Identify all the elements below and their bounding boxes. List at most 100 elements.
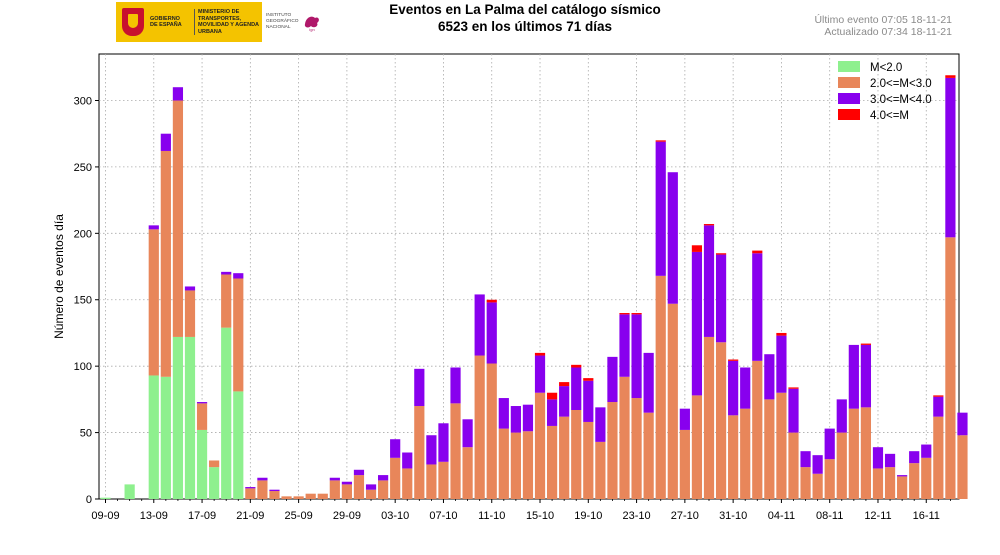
x-tick-label: 07-10 [429,510,457,522]
legend-label: M<2.0 [870,62,902,74]
bar-02-11-2.0<=M<3.0 [752,360,763,499]
bar-17-11-2.0<=M<3.0 [933,416,944,499]
bar-12-11-2.0<=M<3.0 [872,468,884,499]
bar-14-11-3.0<=M<4.0 [897,475,908,477]
bar-15-09-M<2.0 [172,336,184,499]
bar-21-10-3.0<=M<4.0 [607,356,618,403]
bar-20-09-M<2.0 [233,391,244,499]
bar-07-10-3.0<=M<4.0 [438,423,449,462]
x-tick-label: 13-09 [140,510,168,522]
bar-22-10-2.0<=M<3.0 [619,376,630,499]
bar-07-11-2.0<=M<3.0 [812,473,823,499]
bar-13-09-3.0<=M<4.0 [148,225,159,230]
bar-02-11-3.0<=M<4.0 [752,253,763,361]
bar-17-11-4.0<=M [933,395,944,397]
title-line-2: 6523 en los últimos 71 días [437,19,613,34]
bar-03-10-2.0<=M<3.0 [390,457,401,499]
legend-swatch [838,61,860,72]
bar-30-09-3.0<=M<4.0 [353,469,365,476]
bar-06-11-3.0<=M<4.0 [800,451,811,468]
y-tick-label: 150 [74,295,92,307]
legend-label: 4.0<=M [870,110,909,122]
bar-18-11-3.0<=M<4.0 [945,77,956,238]
bar-08-10-2.0<=M<3.0 [450,403,461,499]
bar-19-10-3.0<=M<4.0 [583,380,594,422]
bar-14-09-3.0<=M<4.0 [160,133,171,151]
bar-31-10-3.0<=M<4.0 [728,360,739,416]
x-tick-label: 11-10 [478,510,505,522]
x-tick-label: 27-10 [671,510,699,522]
bar-29-09-3.0<=M<4.0 [341,481,352,485]
bar-16-10-3.0<=M<4.0 [546,399,558,426]
x-tick-label: 31-10 [719,510,747,522]
bar-09-11-2.0<=M<3.0 [836,432,847,499]
bar-22-09-3.0<=M<4.0 [257,477,268,481]
bar-15-11-2.0<=M<3.0 [909,463,920,499]
bar-04-10-2.0<=M<3.0 [402,468,413,499]
bar-15-09-2.0<=M<3.0 [172,100,184,337]
bar-23-09-2.0<=M<3.0 [269,491,280,499]
bar-25-10-4.0<=M [655,140,666,142]
gobierno-label: GOBIERNO DE ESPAÑA [150,15,182,29]
bar-17-11-3.0<=M<4.0 [933,396,944,417]
bar-30-10-4.0<=M [715,253,727,255]
bar-23-10-3.0<=M<4.0 [631,314,642,399]
ign-mark-icon: ign [304,16,319,32]
bar-11-10-2.0<=M<3.0 [486,363,497,499]
legend-swatch [838,77,860,88]
logo-strip: GOBIERNO DE ESPAÑA MINISTERIO DE TRANSPO… [116,2,328,42]
bar-14-09-M<2.0 [160,376,171,499]
bar-19-09-3.0<=M<4.0 [221,271,232,275]
update-info: Último evento 07:05 18-11-21 Actualizado… [814,14,952,38]
bar-10-11-2.0<=M<3.0 [848,408,859,499]
bar-11-10-3.0<=M<4.0 [486,302,497,364]
bar-17-09-2.0<=M<3.0 [196,403,208,430]
bar-15-11-3.0<=M<4.0 [909,451,920,464]
bar-31-10-2.0<=M<3.0 [728,415,739,499]
bar-26-10-3.0<=M<4.0 [667,172,678,304]
bar-23-10-2.0<=M<3.0 [631,398,642,499]
bar-15-09-3.0<=M<4.0 [172,87,184,101]
bar-10-11-3.0<=M<4.0 [848,344,859,409]
bar-17-09-M<2.0 [196,429,208,499]
bar-10-10-2.0<=M<3.0 [474,355,485,499]
bar-30-10-3.0<=M<4.0 [715,254,727,343]
bar-15-10-4.0<=M [534,352,546,356]
bar-19-09-2.0<=M<3.0 [221,274,232,328]
bar-16-10-4.0<=M [546,392,558,400]
bar-20-09-3.0<=M<4.0 [233,273,244,279]
bar-18-10-2.0<=M<3.0 [571,410,582,499]
bar-28-10-4.0<=M [691,245,703,252]
bar-05-10-3.0<=M<4.0 [414,368,425,407]
bar-29-09-2.0<=M<3.0 [341,484,352,499]
bar-21-09-3.0<=M<4.0 [245,487,256,489]
ign-logo: INSTITUTO GEOGRÁFICO NACIONAL ign [262,2,328,42]
bar-11-11-4.0<=M [860,343,872,345]
bar-25-10-2.0<=M<3.0 [655,275,666,499]
bar-06-10-3.0<=M<4.0 [426,435,437,465]
gobierno-logo: GOBIERNO DE ESPAÑA MINISTERIO DE TRANSPO… [116,2,262,42]
bar-30-09-2.0<=M<3.0 [353,475,365,499]
bar-16-09-3.0<=M<4.0 [184,286,196,291]
bar-15-10-2.0<=M<3.0 [534,392,546,499]
x-tick-label: 29-09 [333,510,361,522]
bar-11-09-M<2.0 [124,484,135,499]
bar-29-10-4.0<=M [703,224,715,226]
bar-26-10-2.0<=M<3.0 [667,303,678,499]
legend-label: 2.0<=M<3.0 [870,78,932,90]
bar-07-11-3.0<=M<4.0 [812,455,823,474]
bar-24-10-3.0<=M<4.0 [643,352,654,413]
bar-18-10-3.0<=M<4.0 [571,367,582,410]
bar-04-10-3.0<=M<4.0 [402,452,413,469]
bar-04-11-3.0<=M<4.0 [776,335,787,393]
bar-04-11-4.0<=M [776,332,787,336]
legend-label: 3.0<=M<4.0 [870,94,932,106]
bar-23-10-4.0<=M [631,313,642,315]
bar-11-11-2.0<=M<3.0 [860,407,872,499]
bar-22-09-2.0<=M<3.0 [257,480,268,499]
bar-20-10-3.0<=M<4.0 [595,407,606,442]
last-event-label: Último evento 07:05 18-11-21 [814,14,952,26]
bar-09-09-M<2.0 [100,497,111,499]
bar-29-10-3.0<=M<4.0 [703,225,715,337]
